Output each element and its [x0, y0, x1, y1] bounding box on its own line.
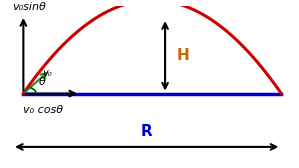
Text: v₀: v₀ — [42, 68, 52, 78]
Text: v₀sinθ: v₀sinθ — [12, 2, 46, 12]
Text: R: R — [141, 124, 152, 139]
Text: H: H — [176, 48, 189, 63]
Text: v₀ cosθ: v₀ cosθ — [23, 104, 63, 115]
Text: θ: θ — [39, 77, 46, 87]
